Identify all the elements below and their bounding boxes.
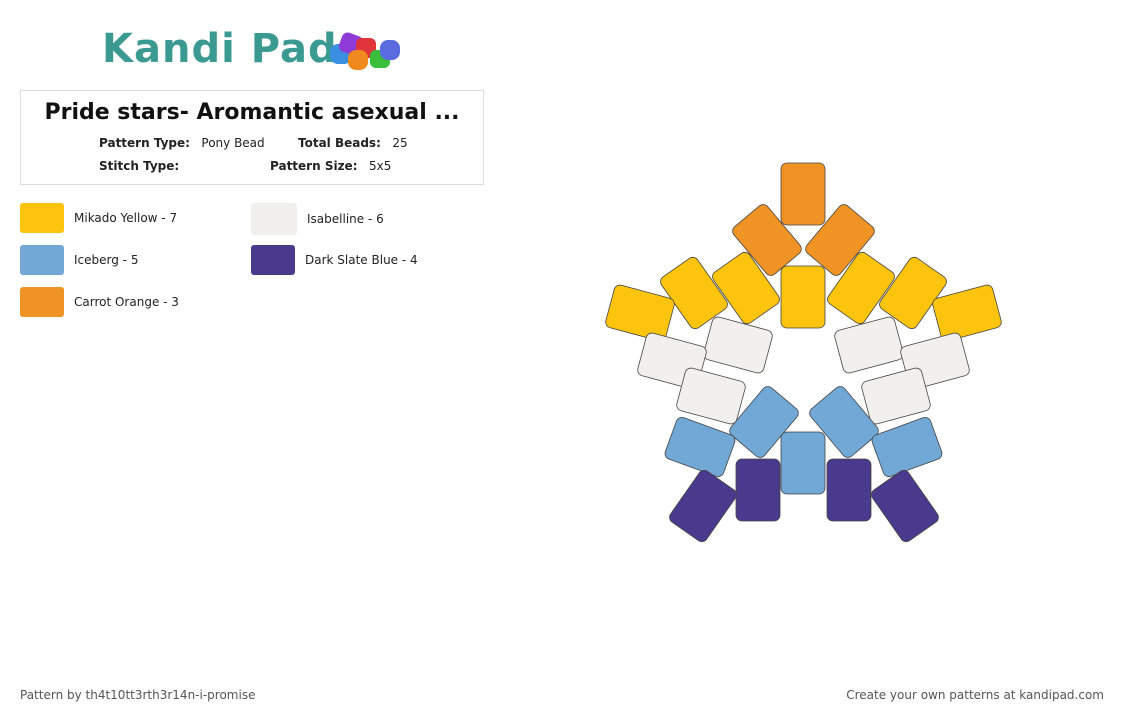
legend-label: Mikado Yellow - 7 (74, 211, 178, 225)
bead (780, 265, 826, 329)
logo-icon (330, 32, 400, 70)
field-label: Stitch Type: (99, 159, 180, 173)
bead (605, 284, 675, 342)
legend-swatch (251, 245, 295, 275)
legend-swatch (20, 245, 64, 275)
bead (871, 469, 939, 543)
legend-swatch (20, 203, 64, 233)
bead (703, 316, 773, 374)
legend-swatch (251, 203, 297, 235)
field-value: 25 (392, 136, 408, 150)
legend-label: Isabelline - 6 (307, 212, 384, 226)
pattern-card: Pride stars- Aromantic asexual ... Patte… (20, 90, 484, 185)
legend-label: Carrot Orange - 3 (74, 295, 179, 309)
legend-label: Dark Slate Blue - 4 (305, 253, 418, 267)
bead (871, 417, 943, 477)
footer-credit: Pattern by th4t10tt3rth3r14n-i-promise (20, 688, 256, 702)
bead (834, 316, 904, 374)
bead (669, 469, 737, 543)
field-label: Pattern Size: (270, 159, 358, 173)
bead (805, 204, 875, 276)
bead (932, 284, 1002, 342)
bead (879, 256, 947, 330)
bead-pattern (605, 162, 1002, 543)
bead (732, 204, 802, 276)
bead (676, 367, 746, 425)
bead (809, 386, 879, 458)
legend-item: Carrot Orange - 3 (20, 287, 179, 317)
field: Pattern Size: 5x5 (270, 159, 391, 173)
bead (826, 458, 872, 522)
bead (827, 251, 895, 325)
bead (780, 162, 826, 226)
field: Pattern Type: Pony Bead (99, 136, 265, 150)
pattern-title: Pride stars- Aromantic asexual ... (44, 100, 460, 125)
bead (735, 458, 781, 522)
legend-item: Isabelline - 6 (251, 203, 384, 235)
bead (861, 367, 931, 425)
logo[interactable]: Kandi Pad (102, 26, 338, 72)
legend-item: Dark Slate Blue - 4 (251, 245, 418, 275)
legend-item: Mikado Yellow - 7 (20, 203, 177, 233)
field-value: Pony Bead (201, 136, 265, 150)
legend-label: Iceberg - 5 (74, 253, 139, 267)
bead (729, 386, 799, 458)
legend-swatch (20, 287, 64, 317)
footer-link[interactable]: Create your own patterns at kandipad.com (846, 688, 1104, 702)
legend-item: Iceberg - 5 (20, 245, 138, 275)
bead (664, 417, 736, 477)
bead (780, 431, 826, 495)
field-label: Total Beads: (298, 136, 381, 150)
bead (712, 251, 780, 325)
field: Total Beads: 25 (298, 136, 408, 150)
bead (660, 256, 728, 330)
field: Stitch Type: (99, 159, 179, 173)
field-value: 5x5 (368, 159, 392, 173)
field-label: Pattern Type: (99, 136, 190, 150)
